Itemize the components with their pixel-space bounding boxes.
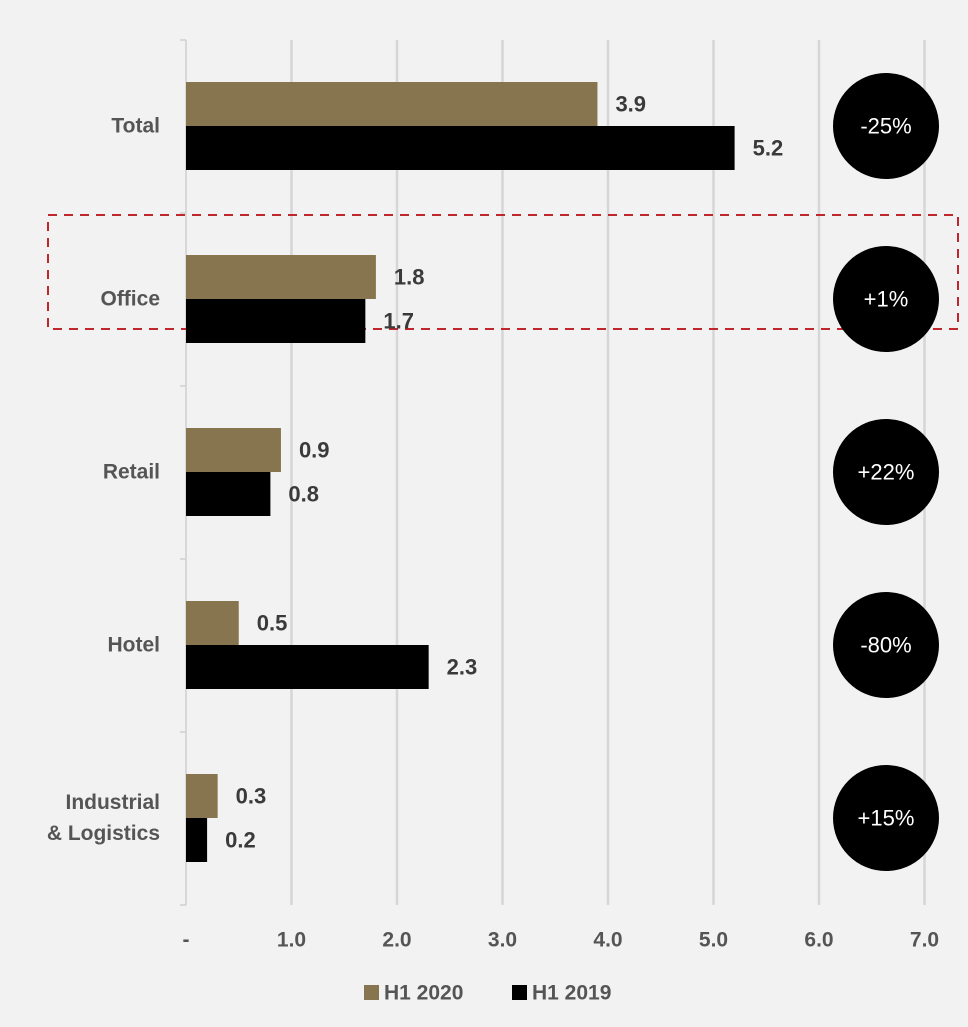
bar-h1-2019 <box>186 818 208 862</box>
value-labels: 3.9 5.2 1.8 1.7 0.9 0.8 0.5 2.3 0.3 0.2 <box>225 92 783 853</box>
legend-swatch <box>512 985 527 1000</box>
legend-label: H1 2020 <box>384 982 463 1005</box>
bars <box>186 82 735 862</box>
bar-h1-2019 <box>186 299 366 343</box>
change-label: +15% <box>858 806 915 831</box>
data-label: 1.8 <box>394 265 425 290</box>
category-label: Total <box>111 115 160 138</box>
data-label: 0.3 <box>236 784 267 809</box>
data-label: 0.5 <box>257 611 288 636</box>
change-badge <box>833 73 939 179</box>
change-badge <box>833 419 939 525</box>
bar-h1-2020 <box>186 774 218 818</box>
data-label: 0.2 <box>225 828 256 853</box>
x-tick-label: 1.0 <box>277 929 306 952</box>
bar-h1-2019 <box>186 126 735 170</box>
legend: H1 2020 H1 2019 <box>364 982 611 1005</box>
legend-swatch <box>364 985 379 1000</box>
bar-h1-2020 <box>186 82 598 126</box>
grid-lines <box>180 39 926 906</box>
category-label-line: Total <box>111 115 160 138</box>
category-labels: Total Office Retail Hotel Industrial & Logist… <box>47 115 160 846</box>
legend-label: H1 2019 <box>532 982 611 1005</box>
change-label: -80% <box>860 633 911 658</box>
change-badges: -25% +1% +22% -80% +15% <box>833 73 939 871</box>
data-label: 1.7 <box>383 309 414 334</box>
x-tick-label: 3.0 <box>488 929 517 952</box>
change-label: +22% <box>858 460 915 485</box>
bar-h1-2019 <box>186 472 271 516</box>
data-label: 0.8 <box>288 482 319 507</box>
category-label-line: Hotel <box>108 634 161 657</box>
data-label: 3.9 <box>615 92 646 117</box>
highlight-layer <box>47 214 959 330</box>
x-tick-label: 7.0 <box>910 929 939 952</box>
bar-h1-2019 <box>186 645 429 689</box>
bar-h1-2020 <box>186 601 239 645</box>
category-label-line: Office <box>100 288 160 311</box>
x-axis-ticks: - 1.0 2.0 3.0 4.0 5.0 6.0 7.0 <box>183 929 940 952</box>
change-badge <box>833 246 939 352</box>
category-label: Office <box>100 288 160 311</box>
data-label: 2.3 <box>447 655 478 680</box>
data-label: 5.2 <box>753 136 784 161</box>
change-badge <box>833 765 939 871</box>
category-label: Retail <box>103 461 160 484</box>
highlight-box <box>47 214 959 330</box>
category-label-line: & Logistics <box>47 822 160 845</box>
x-tick-label: 4.0 <box>593 929 622 952</box>
x-tick-label: - <box>183 929 190 952</box>
data-label: 0.9 <box>299 438 330 463</box>
x-tick-label: 6.0 <box>804 929 833 952</box>
category-label: Industrial & Logistics <box>47 791 160 845</box>
x-tick-label: 2.0 <box>382 929 411 952</box>
category-label-line: Industrial <box>65 791 160 814</box>
change-label: -25% <box>860 114 911 139</box>
category-label-line: Retail <box>103 461 160 484</box>
category-label: Hotel <box>108 634 161 657</box>
bar-h1-2020 <box>186 428 281 472</box>
bar-h1-2020 <box>186 255 376 299</box>
change-label: +1% <box>864 287 909 312</box>
change-badge <box>833 592 939 698</box>
x-tick-label: 5.0 <box>699 929 728 952</box>
